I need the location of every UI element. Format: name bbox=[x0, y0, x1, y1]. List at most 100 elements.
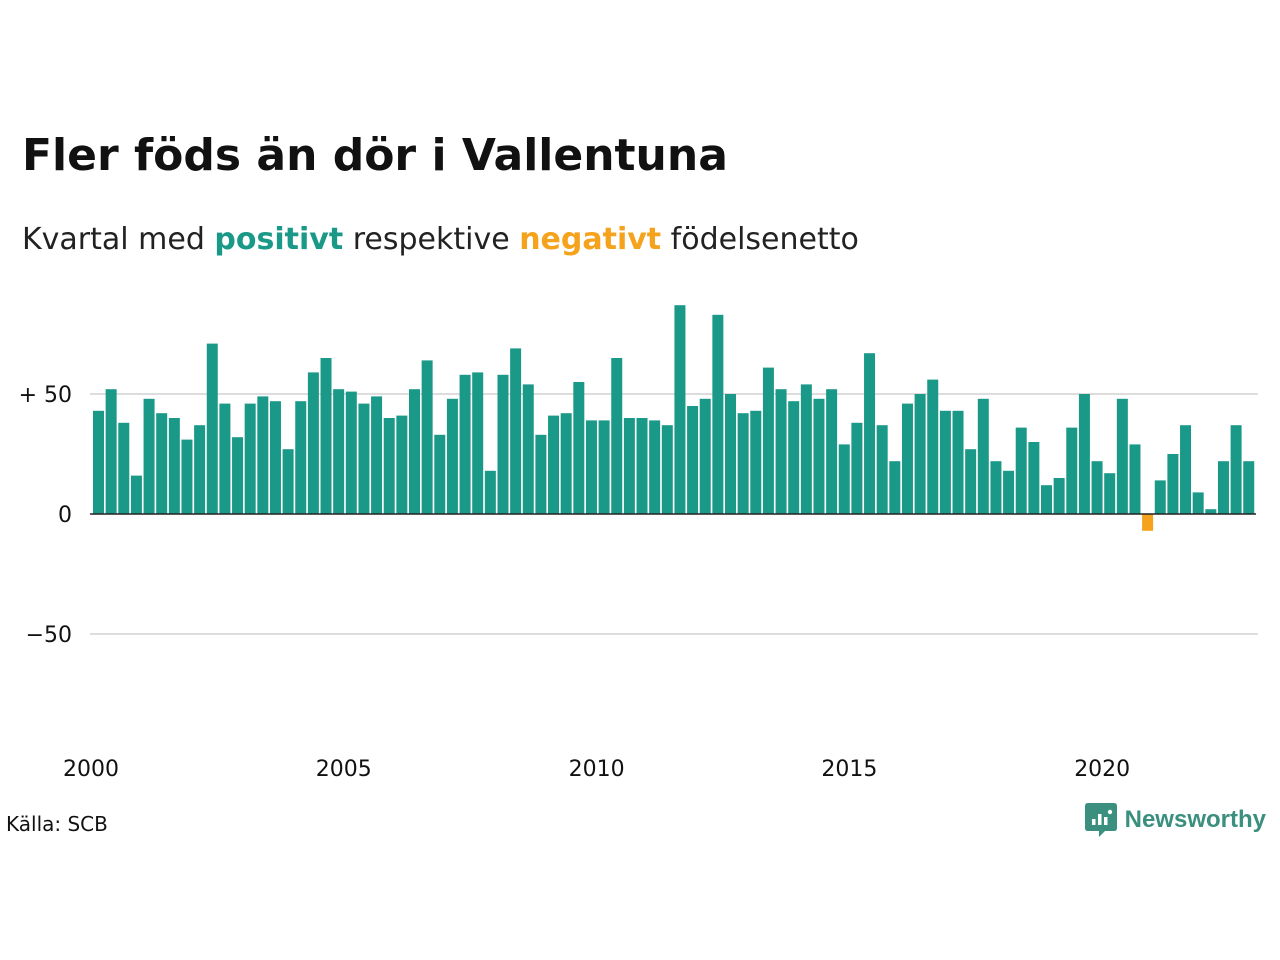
bar bbox=[712, 314, 724, 514]
bar bbox=[939, 410, 951, 514]
bar bbox=[1003, 470, 1015, 514]
bar bbox=[1167, 454, 1179, 514]
x-tick-label: 2015 bbox=[821, 757, 877, 782]
bar bbox=[1078, 394, 1090, 514]
bar bbox=[168, 418, 180, 514]
bar bbox=[143, 398, 155, 514]
bar bbox=[257, 396, 269, 514]
bar bbox=[725, 394, 736, 514]
bar bbox=[1243, 461, 1255, 514]
subtitle-middle: respektive bbox=[343, 222, 520, 257]
bar bbox=[535, 434, 547, 514]
chart-title: Fler föds än dör i Vallentuna bbox=[22, 130, 728, 181]
bar bbox=[1192, 492, 1204, 514]
subtitle-prefix: Kvartal med bbox=[22, 222, 215, 257]
bar bbox=[130, 475, 142, 514]
bar bbox=[497, 374, 509, 514]
bar bbox=[383, 418, 395, 514]
source-note: Källa: SCB bbox=[6, 812, 108, 836]
bar bbox=[952, 410, 964, 514]
bar bbox=[371, 396, 383, 514]
bar bbox=[977, 398, 989, 514]
bar bbox=[611, 358, 623, 514]
bar bbox=[1116, 398, 1128, 514]
bar bbox=[901, 403, 913, 514]
bar bbox=[510, 348, 522, 514]
bar bbox=[889, 461, 901, 514]
bar bbox=[1129, 444, 1141, 514]
bar bbox=[333, 389, 345, 514]
bar bbox=[914, 394, 926, 514]
bar bbox=[484, 470, 496, 514]
x-tick-label: 2005 bbox=[316, 757, 372, 782]
x-tick-label: 2010 bbox=[569, 757, 625, 782]
bar bbox=[105, 389, 117, 514]
bar bbox=[851, 422, 863, 514]
bar bbox=[459, 374, 471, 514]
y-tick-label: 0 bbox=[58, 503, 72, 528]
bar bbox=[965, 449, 977, 514]
bar bbox=[244, 403, 256, 514]
bar bbox=[282, 449, 294, 514]
bar bbox=[560, 413, 572, 514]
bar bbox=[472, 372, 484, 514]
bar bbox=[295, 401, 307, 514]
bar bbox=[1041, 485, 1052, 514]
bars bbox=[93, 305, 1255, 531]
bar bbox=[446, 398, 458, 514]
bar bbox=[93, 410, 104, 514]
bar bbox=[800, 384, 812, 514]
bar bbox=[307, 372, 319, 514]
bar bbox=[1142, 514, 1154, 531]
bar bbox=[573, 382, 585, 514]
bar bbox=[194, 425, 206, 514]
bar bbox=[826, 389, 838, 514]
x-axis-labels: 2000 2005 2010 2015 2020 bbox=[63, 757, 1130, 782]
brand-logo: Newsworthy bbox=[1084, 803, 1266, 837]
bar bbox=[396, 415, 408, 514]
bar bbox=[1217, 461, 1229, 514]
bar bbox=[232, 437, 244, 514]
bar bbox=[864, 353, 876, 514]
bar bbox=[522, 384, 534, 514]
bar bbox=[358, 403, 370, 514]
bar bbox=[409, 389, 420, 514]
bar bbox=[775, 389, 787, 514]
bar bbox=[1230, 425, 1242, 514]
bar bbox=[269, 401, 281, 514]
bar bbox=[636, 418, 648, 514]
bar bbox=[838, 444, 850, 514]
gridlines bbox=[90, 393, 1258, 635]
bar bbox=[1154, 480, 1166, 514]
y-axis-labels: + 50 0 −50 bbox=[19, 383, 72, 648]
bar bbox=[750, 410, 762, 514]
bar bbox=[206, 343, 218, 514]
y-tick-label: + 50 bbox=[19, 383, 72, 408]
newsworthy-logo-icon bbox=[1084, 803, 1117, 837]
bar bbox=[674, 305, 686, 514]
bar bbox=[699, 398, 711, 514]
bar bbox=[585, 420, 597, 514]
subtitle-positive-label: positivt bbox=[214, 222, 344, 257]
bar bbox=[156, 413, 168, 514]
bar bbox=[927, 379, 939, 514]
bar bbox=[434, 434, 446, 514]
x-tick-label: 2020 bbox=[1074, 757, 1130, 782]
subtitle-suffix: födelsenetto bbox=[661, 222, 859, 257]
y-tick-label: −50 bbox=[26, 623, 72, 648]
x-tick-label: 2000 bbox=[63, 757, 119, 782]
bar bbox=[1028, 442, 1040, 514]
brand-name: Newsworthy bbox=[1124, 806, 1266, 833]
bar bbox=[649, 420, 661, 514]
bar bbox=[813, 398, 825, 514]
subtitle-negative-label: negativt bbox=[519, 222, 662, 257]
bar bbox=[1091, 461, 1103, 514]
bar bbox=[876, 425, 888, 514]
bar bbox=[219, 403, 231, 514]
bar bbox=[1205, 509, 1217, 514]
bar bbox=[1066, 427, 1078, 514]
bar bbox=[661, 425, 673, 514]
bar bbox=[598, 420, 610, 514]
bar bbox=[788, 401, 800, 514]
